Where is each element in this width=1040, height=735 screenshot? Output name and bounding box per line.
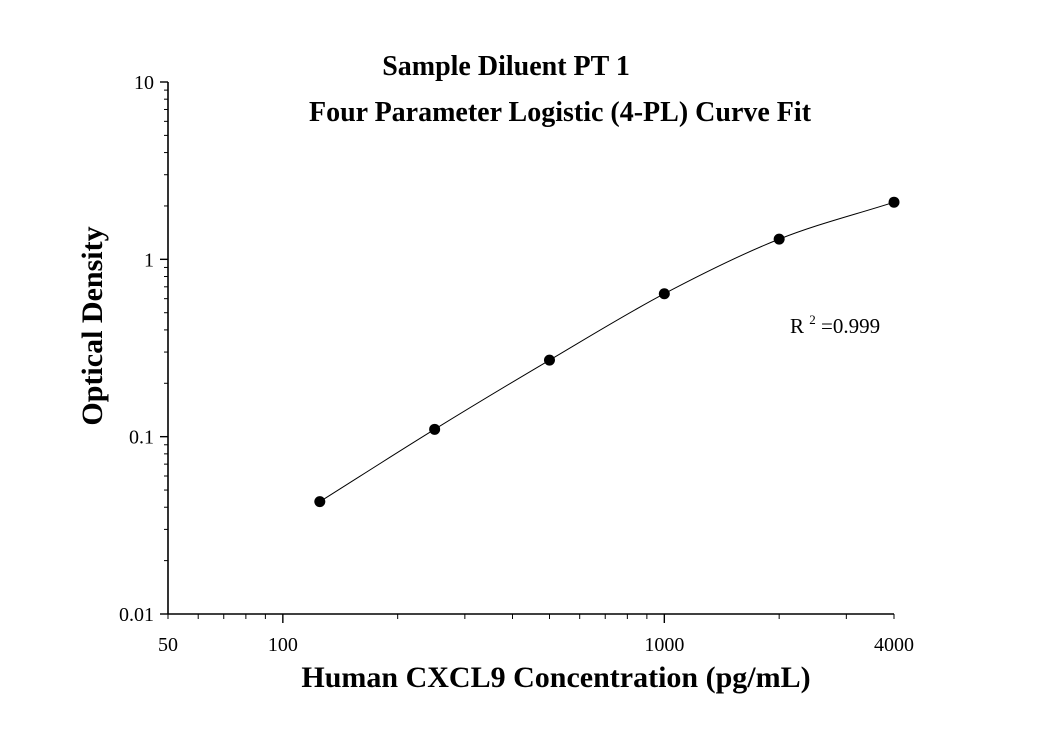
r-squared-annotation: R 2 =0.999 <box>790 305 880 338</box>
ticks: 0.01 0.1 1 10 50 100 1000 4000 <box>119 72 914 656</box>
x-tick-label: 100 <box>268 634 298 656</box>
chart-title: Sample Diluent PT 1 <box>382 51 630 82</box>
y-tick-label: 10 <box>134 72 154 94</box>
data-points <box>314 196 900 508</box>
data-point <box>658 288 670 300</box>
y-tick-label: 0.1 <box>129 427 154 449</box>
fit-curve <box>319 201 895 503</box>
data-point <box>314 496 326 508</box>
y-tick-label: 1 <box>144 249 154 271</box>
x-tick-label: 1000 <box>644 634 684 656</box>
chart-subtitle: Four Parameter Logistic (4-PL) Curve Fit <box>309 97 812 128</box>
r-squared-superscript: 2 <box>809 312 816 327</box>
data-point <box>888 196 900 208</box>
data-point <box>773 233 785 245</box>
x-tick-label: 4000 <box>874 634 914 656</box>
axes <box>167 82 894 615</box>
y-tick-label: 0.01 <box>119 604 154 626</box>
x-tick-label: 50 <box>158 634 178 656</box>
y-axis-label: Optical Density <box>76 226 109 425</box>
x-axis-label: Human CXCL9 Concentration (pg/mL) <box>301 661 810 694</box>
r-squared-value: =0.999 <box>821 314 880 338</box>
data-point <box>543 354 555 366</box>
r-squared-base: R <box>790 314 804 338</box>
data-point <box>429 423 441 435</box>
